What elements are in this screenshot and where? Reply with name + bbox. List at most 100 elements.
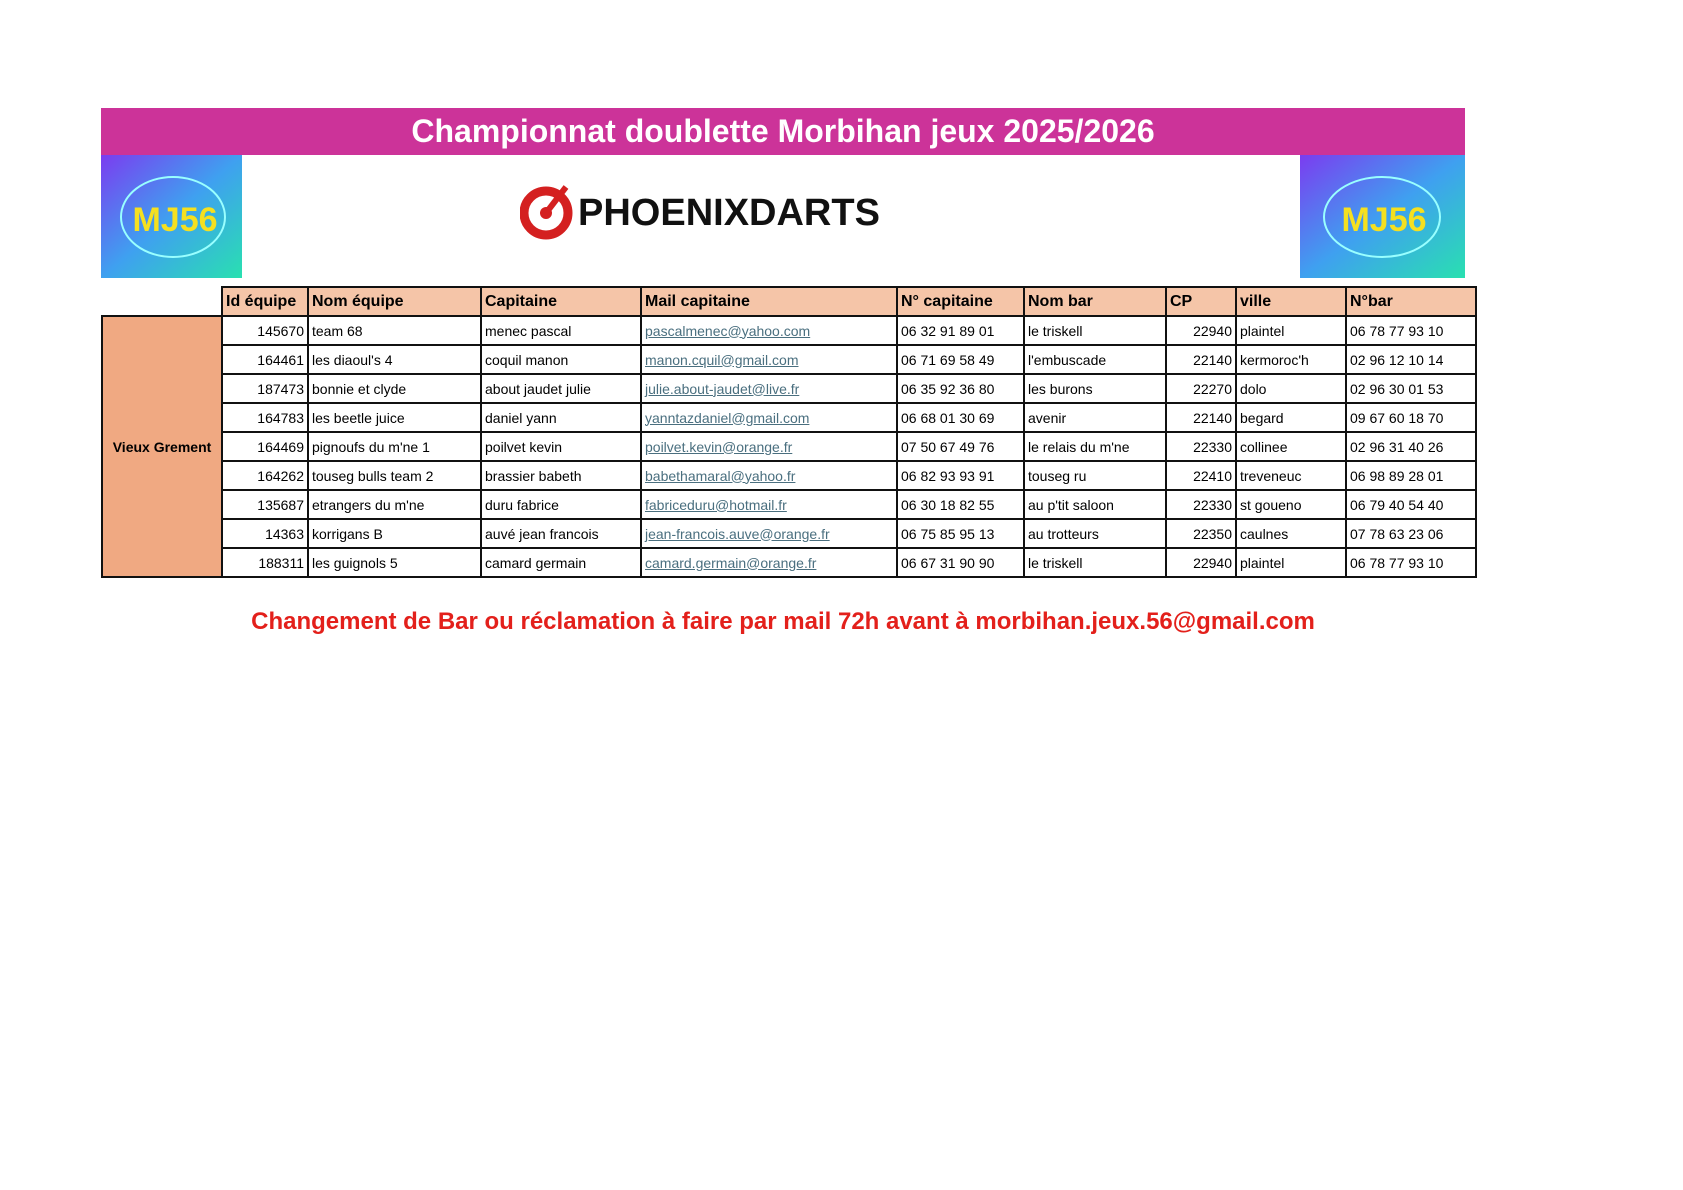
cell: dolo xyxy=(1235,373,1347,404)
email-cell: jean-francois.auve@orange.fr xyxy=(640,518,898,549)
cell: les burons xyxy=(1023,373,1167,404)
sponsor-logo: PHOENIXDARTS xyxy=(520,185,880,240)
email-cell: pascalmenec@yahoo.com xyxy=(640,315,898,346)
logo-right: MJ56 xyxy=(1300,155,1465,278)
row: 164783 les beetle juice daniel yann yanntaz… xyxy=(102,402,1477,433)
column-header: ville xyxy=(1235,286,1347,317)
row: 135687 etrangers du m'ne duru fabrice fabri… xyxy=(102,489,1477,520)
cell: 22140 xyxy=(1165,402,1237,433)
row: 188311 les guignols 5 camard germain camard… xyxy=(102,547,1477,578)
cell: duru fabrice xyxy=(480,489,642,520)
cell: le triskell xyxy=(1023,315,1167,346)
cell: 06 30 18 82 55 xyxy=(896,489,1025,520)
cell: touseg bulls team 2 xyxy=(307,460,482,491)
cell: le relais du m'ne xyxy=(1023,431,1167,462)
cell: pignoufs du m'ne 1 xyxy=(307,431,482,462)
row: 187473 bonnie et clyde about jaudet julie j… xyxy=(102,373,1477,404)
column-header: N°bar xyxy=(1345,286,1477,317)
row: 164469 pignoufs du m'ne 1 poilvet kevin poi… xyxy=(102,431,1477,462)
cell: 164469 xyxy=(221,431,309,462)
cell: 02 96 31 40 26 xyxy=(1345,431,1477,462)
cell: korrigans B xyxy=(307,518,482,549)
cell: au trotteurs xyxy=(1023,518,1167,549)
logo-text: MJ56 xyxy=(1341,201,1426,239)
cell: avenir xyxy=(1023,402,1167,433)
cell: 06 71 69 58 49 xyxy=(896,344,1025,375)
email-cell: manon.cquil@gmail.com xyxy=(640,344,898,375)
cell: 22410 xyxy=(1165,460,1237,491)
cell: camard germain xyxy=(480,547,642,578)
cell: 22350 xyxy=(1165,518,1237,549)
notice: Changement de Bar ou réclamation à faire… xyxy=(251,608,1315,635)
logo-left: MJ56 xyxy=(101,155,242,278)
email-cell: fabriceduru@hotmail.fr xyxy=(640,489,898,520)
row: Vieux Grement 145670 team 68 menec pascal pa… xyxy=(101,315,1477,578)
row: 164262 touseg bulls team 2 brassier babeth… xyxy=(102,460,1477,491)
cell: 145670 xyxy=(221,315,309,346)
cell: 06 78 77 93 10 xyxy=(1345,547,1477,578)
cell: 02 96 12 10 14 xyxy=(1345,344,1477,375)
column-header: Nom équipe xyxy=(307,286,482,317)
cell: 22270 xyxy=(1165,373,1237,404)
cell: 09 67 60 18 70 xyxy=(1345,402,1477,433)
cell: menec pascal xyxy=(480,315,642,346)
cell: l'embuscade xyxy=(1023,344,1167,375)
cell: 164783 xyxy=(221,402,309,433)
cell: le triskell xyxy=(1023,547,1167,578)
cell: 06 68 01 30 69 xyxy=(896,402,1025,433)
cell: 02 96 30 01 53 xyxy=(1345,373,1477,404)
cell: 22140 xyxy=(1165,344,1237,375)
column-header: N° capitaine xyxy=(896,286,1025,317)
cell: etrangers du m'ne xyxy=(307,489,482,520)
email-cell: julie.about-jaudet@live.fr xyxy=(640,373,898,404)
cell: 22330 xyxy=(1165,431,1237,462)
cell: touseg ru xyxy=(1023,460,1167,491)
email-cell: babethamaral@yahoo.fr xyxy=(640,460,898,491)
cell: plaintel xyxy=(1235,547,1347,578)
cell: brassier babeth xyxy=(480,460,642,491)
cell: begard xyxy=(1235,402,1347,433)
cell: 22940 xyxy=(1165,547,1237,578)
cell: 06 75 85 95 13 xyxy=(896,518,1025,549)
cell: les diaoul's 4 xyxy=(307,344,482,375)
title: Championnat doublette Morbihan jeux 2025… xyxy=(101,108,1465,155)
column-header: CP xyxy=(1165,286,1237,317)
cell: 07 78 63 23 06 xyxy=(1345,518,1477,549)
cell: 188311 xyxy=(221,547,309,578)
cell: plaintel xyxy=(1235,315,1347,346)
column-header: Nom bar xyxy=(1023,286,1167,317)
blank-cell xyxy=(102,287,222,317)
cell: 22940 xyxy=(1165,315,1237,346)
cell: les guignols 5 xyxy=(307,547,482,578)
column-header: Mail capitaine xyxy=(640,286,898,317)
cell: coquil manon xyxy=(480,344,642,375)
column-header: Id équipe xyxy=(221,286,309,317)
cell: les beetle juice xyxy=(307,402,482,433)
teams-table: Id équipe Nom équipe Capitaine Mail capitai… xyxy=(101,286,1477,578)
cell: poilvet kevin xyxy=(480,431,642,462)
email-cell: yanntazdaniel@gmail.com xyxy=(640,402,898,433)
cell: 06 35 92 36 80 xyxy=(896,373,1025,404)
cell: 06 98 89 28 01 xyxy=(1345,460,1477,491)
row: 164461 les diaoul's 4 coquil manon manon.cq… xyxy=(102,344,1477,375)
cell: 187473 xyxy=(221,373,309,404)
cell: caulnes xyxy=(1235,518,1347,549)
cell: kermoroc'h xyxy=(1235,344,1347,375)
cell: auvé jean francois xyxy=(480,518,642,549)
header-row: Id équipe Nom équipe Capitaine Mail capitai… xyxy=(102,286,1477,317)
logo-text: MJ56 xyxy=(132,201,217,239)
email-cell: camard.germain@orange.fr xyxy=(640,547,898,578)
cell: 164461 xyxy=(221,344,309,375)
cell: team 68 xyxy=(307,315,482,346)
email-cell: poilvet.kevin@orange.fr xyxy=(640,431,898,462)
cell: treveneuc xyxy=(1235,460,1347,491)
cell: 06 67 31 90 90 xyxy=(896,547,1025,578)
cell: about jaudet julie xyxy=(480,373,642,404)
group-cell: Vieux Grement xyxy=(101,315,223,578)
cell: 06 78 77 93 10 xyxy=(1345,315,1477,346)
cell: daniel yann xyxy=(480,402,642,433)
cell: 164262 xyxy=(221,460,309,491)
cell: 06 82 93 93 91 xyxy=(896,460,1025,491)
cell: 07 50 67 49 76 xyxy=(896,431,1025,462)
